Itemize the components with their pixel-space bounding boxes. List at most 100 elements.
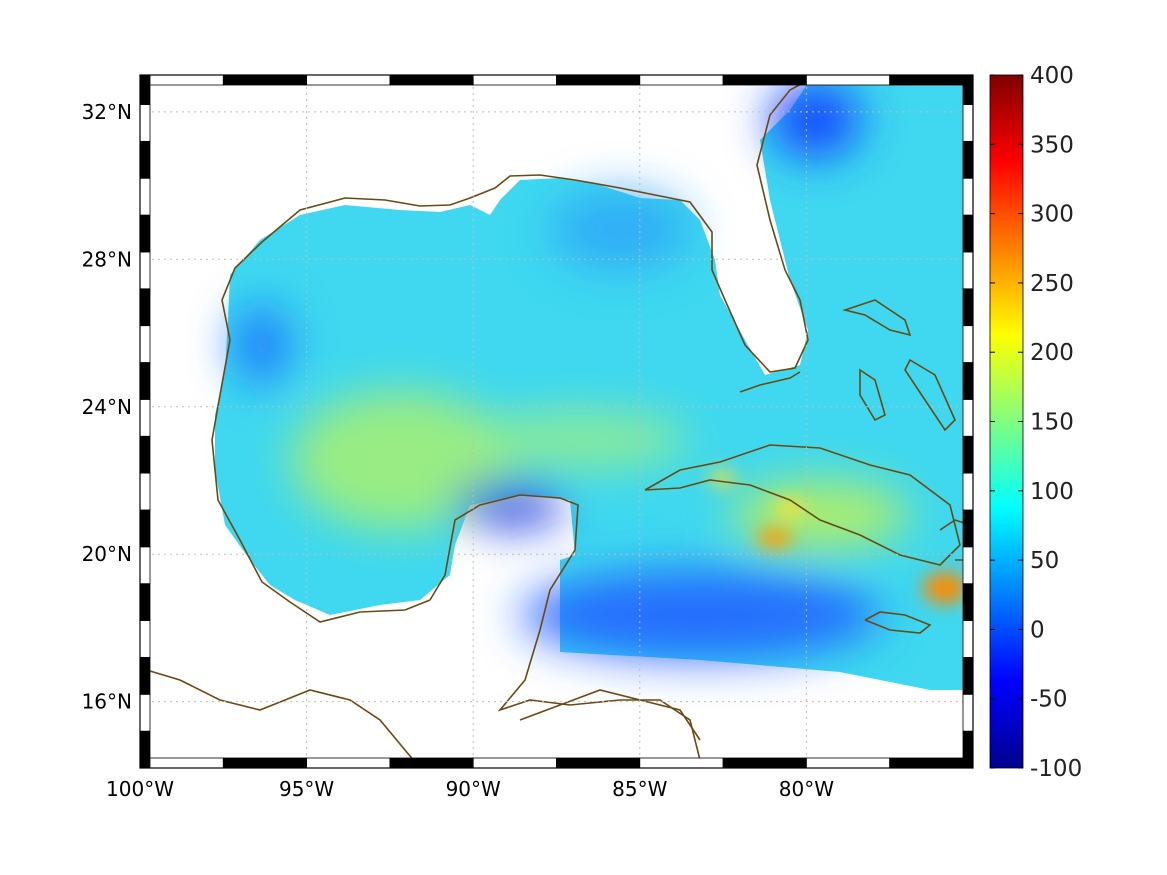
frame-segment-left	[139, 657, 151, 695]
frame-segment-top	[806, 74, 891, 86]
frame-segment-left	[139, 288, 151, 327]
frame-segment-bottom	[806, 757, 891, 769]
colorbar-tick-label: 200	[1030, 340, 1074, 366]
field-hot-cuba-1	[757, 528, 793, 548]
colorbar-tick-label: 300	[1030, 202, 1074, 228]
field-hot-cuba-2	[774, 500, 806, 516]
frame-segment-right	[962, 362, 974, 400]
frame-segment-bottom	[639, 757, 724, 769]
lat-tick-label: 16°N	[82, 690, 132, 714]
lon-tick-label: 95°W	[279, 777, 334, 801]
frame-segment-right	[962, 214, 974, 253]
field-cool-north	[550, 190, 690, 270]
coastline-bahamas	[842, 299, 956, 432]
coastline-central-america	[519, 689, 701, 741]
frame-segment-right	[962, 104, 974, 142]
frame-segment-left	[139, 214, 151, 253]
colorbar-tick-label: 0	[1030, 617, 1045, 643]
colorbar-tick-label: 150	[1030, 410, 1074, 436]
frame-segment-left	[139, 435, 151, 474]
frame-segment-left	[139, 74, 151, 105]
lat-tick-label: 24°N	[82, 395, 132, 419]
field-hot-haiti	[923, 572, 967, 604]
frame-segment-top	[139, 74, 224, 86]
frame-segment-right	[962, 730, 974, 769]
frame-segment-left	[139, 583, 151, 621]
frame-segment-right	[962, 325, 974, 363]
colorbar: 400 350 300 250 200 150 100 50 0 -50 -100	[989, 63, 1082, 782]
frame-segment-top	[389, 74, 474, 86]
colorbar-tick-label: 50	[1030, 548, 1059, 574]
field-cool-atlantic	[770, 82, 860, 158]
field-warm-cuba	[730, 480, 910, 550]
frame-segment-right	[962, 509, 974, 548]
frame-segment-bottom	[306, 757, 391, 769]
frame-segment-left	[139, 546, 151, 585]
frame-segment-left	[139, 325, 151, 363]
frame-segment-top	[472, 74, 557, 86]
frame-segment-right	[962, 472, 974, 511]
longitude-labels: 100°W 95°W 90°W 85°W 80°W	[106, 777, 834, 801]
colorbar-ticks: 400 350 300 250 200 150 100 50 0 -50 -100	[990, 63, 1082, 782]
lon-tick-label: 80°W	[779, 777, 834, 801]
frame-segment-left	[139, 398, 151, 437]
gridlines	[140, 75, 973, 768]
field-hot-cuba-3	[708, 470, 736, 486]
lon-tick-label: 85°W	[612, 777, 667, 801]
lon-tick-label: 90°W	[446, 777, 501, 801]
colorbar-tick-label: -50	[1030, 687, 1068, 713]
frame-segment-right	[962, 251, 974, 290]
frame-segment-left	[139, 104, 151, 142]
frame-outline	[139, 74, 974, 769]
frame-segment-top	[306, 74, 391, 86]
field-cool-west	[234, 305, 290, 385]
lon-tick-label: 100°W	[106, 777, 174, 801]
frame-segment-right	[962, 74, 974, 105]
frame-segment-right	[962, 620, 974, 658]
frame-segment-bottom	[472, 757, 557, 769]
frame-segment-bottom	[722, 757, 807, 769]
frame-segment-right	[962, 657, 974, 695]
frame-segment-left	[139, 251, 151, 290]
frame-segment-left	[139, 730, 151, 769]
coastline-keys	[739, 371, 801, 393]
frame-segment-bottom	[389, 757, 474, 769]
coastline-mexico-us	[140, 667, 421, 768]
lat-tick-label: 28°N	[82, 247, 132, 271]
data-field	[215, 80, 967, 690]
frame-segment-right	[962, 140, 974, 179]
colorbar-tick-label: 350	[1030, 132, 1074, 158]
frame-segment-right	[962, 583, 974, 621]
coastline-jamaica	[864, 611, 932, 634]
frame-segment-left	[139, 362, 151, 400]
frame-segment-bottom	[139, 757, 224, 769]
frame-segment-top	[722, 74, 807, 86]
lat-tick-label: 32°N	[82, 100, 132, 124]
frame-segment-left	[139, 472, 151, 511]
frame-segment-right	[962, 288, 974, 327]
colorbar-tick-label: 400	[1030, 63, 1074, 89]
frame-segment-top	[222, 74, 308, 86]
frame-segment-top	[556, 74, 641, 86]
frame-segment-top	[889, 74, 974, 86]
colorbar-tick-label: -100	[1030, 756, 1082, 782]
frame-segment-bottom	[556, 757, 641, 769]
field-warm-strip	[470, 410, 690, 470]
field-cool-yucatan	[455, 483, 565, 527]
frame-segment-left	[139, 620, 151, 658]
latitude-labels: 16°N 20°N 24°N 28°N 32°N	[82, 100, 132, 714]
lat-tick-label: 20°N	[82, 542, 132, 566]
coastline-yucatan	[429, 494, 701, 761]
coastline-gulf	[211, 75, 819, 623]
frame-segment-bottom	[222, 757, 308, 769]
frame-segment-right	[962, 693, 974, 732]
frame-segment-left	[139, 693, 151, 732]
frame-segment-left	[139, 140, 151, 179]
frame-segment-left	[139, 177, 151, 216]
coastline	[140, 75, 971, 768]
frame-segment-right	[962, 546, 974, 585]
frame-segment-top	[639, 74, 724, 86]
colorbar-tick-label: 250	[1030, 271, 1074, 297]
frame-segment-bottom	[889, 757, 974, 769]
